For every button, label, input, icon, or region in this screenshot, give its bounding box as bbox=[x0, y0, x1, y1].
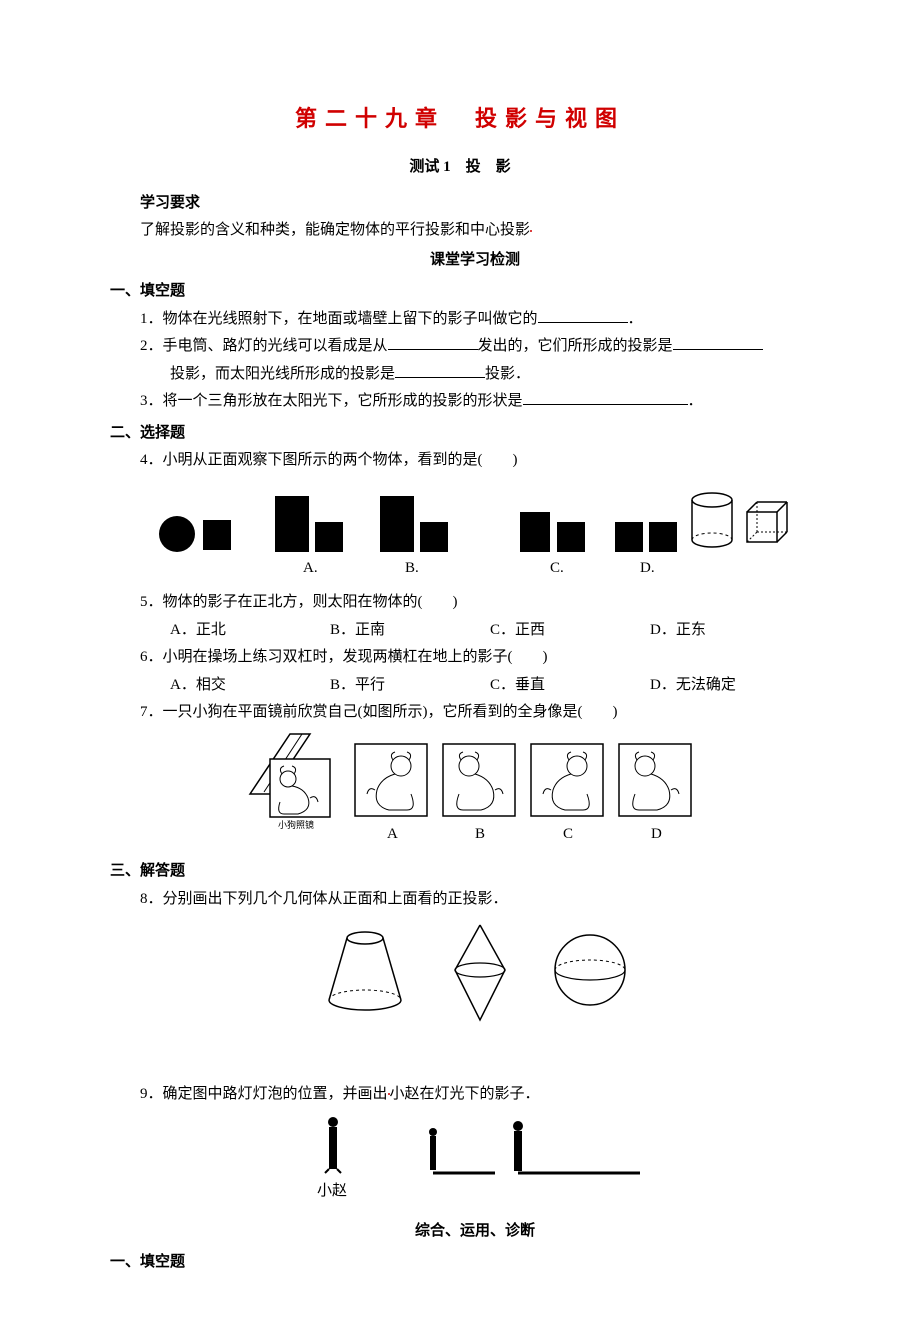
section-fill: 一、填空题 bbox=[110, 279, 810, 305]
q7-label-c: C bbox=[563, 826, 573, 842]
q6-opt-d[interactable]: D．无法确定 bbox=[650, 673, 810, 699]
q2-a: 手电筒、路灯的光线可以看成是从 bbox=[163, 338, 388, 354]
q2-blank1[interactable] bbox=[388, 334, 478, 350]
q7-num: 7． bbox=[140, 704, 163, 720]
q2: 2．手电筒、路灯的光线可以看成是从 发出的，它们所形成的投影是 bbox=[140, 334, 810, 360]
q6-text: 小明在操场上练习双杠时，发现两横杠在地上的影子( ) bbox=[163, 649, 548, 665]
q7: 7．一只小狗在平面镜前欣赏自己(如图所示)，它所看到的全身像是( ) bbox=[140, 700, 810, 726]
q6-options: A．相交 B．平行 C．垂直 D．无法确定 bbox=[170, 673, 810, 699]
synth-heading: 综合、运用、诊断 bbox=[140, 1219, 810, 1245]
classtest-heading: 课堂学习检测 bbox=[140, 248, 810, 274]
q5-num: 5． bbox=[140, 594, 163, 610]
q6-opt-c[interactable]: C．垂直 bbox=[490, 673, 650, 699]
q7-label-d: D bbox=[651, 826, 662, 842]
q7-text: 一只小狗在平面镜前欣赏自己(如图所示)，它所看到的全身像是( ) bbox=[163, 704, 618, 720]
q9-figure: 小赵 bbox=[140, 1115, 810, 1215]
q5-text: 物体的影子在正北方，则太阳在物体的( ) bbox=[163, 594, 458, 610]
q5-opt-b[interactable]: B．正南 bbox=[330, 618, 490, 644]
q8-figure bbox=[140, 920, 810, 1040]
q4-label-c: C. bbox=[550, 560, 564, 576]
q6-opt-a[interactable]: A．相交 bbox=[170, 673, 330, 699]
q6-num: 6． bbox=[140, 649, 163, 665]
q8: 8．分别画出下列几个几何体从正面和上面看的正投影． bbox=[140, 887, 810, 913]
q5-opt-c[interactable]: C．正西 bbox=[490, 618, 650, 644]
q5-opt-d[interactable]: D．正东 bbox=[650, 618, 810, 644]
q3-b: ． bbox=[688, 393, 703, 409]
q2-b: 发出的，它们所形成的投影是 bbox=[478, 338, 673, 354]
q9: 9．确定图中路灯灯泡的位置，并画出小赵在灯光下的影子． bbox=[140, 1082, 810, 1108]
q1-post: ． bbox=[628, 311, 643, 327]
q3-a: 将一个三角形放在太阳光下，它所形成的投影的形状是 bbox=[163, 393, 523, 409]
study-req-label: 学习要求 bbox=[140, 191, 810, 217]
chapter-title: 第二十九章 投影与视图 bbox=[110, 100, 810, 137]
accent-dot bbox=[530, 230, 532, 232]
q2-blank3[interactable] bbox=[395, 362, 485, 378]
q2-c: 投影，而太阳光线所形成的投影是 bbox=[170, 366, 395, 382]
test-subtitle: 测试 1 投 影 bbox=[110, 155, 810, 181]
q9-b: 小赵在灯光下的影子． bbox=[390, 1086, 540, 1102]
q6: 6．小明在操场上练习双杠时，发现两横杠在地上的影子( ) bbox=[140, 645, 810, 671]
q1: 1．物体在光线照射下，在地面或墙壁上留下的影子叫做它的 ． bbox=[140, 307, 810, 333]
q9-caption: 小赵 bbox=[317, 1182, 347, 1199]
section-fill-2: 一、填空题 bbox=[110, 1250, 810, 1276]
q4: 4．小明从正面观察下图所示的两个物体，看到的是( ) bbox=[140, 448, 810, 474]
q2-blank2[interactable] bbox=[673, 334, 763, 350]
q8-num: 8． bbox=[140, 891, 163, 907]
q9-num: 9． bbox=[140, 1086, 163, 1102]
q4-label-a: A. bbox=[303, 560, 318, 576]
q2-line2: 投影，而太阳光线所形成的投影是 投影． bbox=[140, 362, 810, 388]
q4-label-d: D. bbox=[640, 560, 655, 576]
q4-figure: A. B. C. D. bbox=[140, 482, 810, 587]
q3: 3．将一个三角形放在太阳光下，它所形成的投影的形状是 ． bbox=[140, 389, 810, 415]
q2-num: 2． bbox=[140, 338, 163, 354]
q7-label-b: B bbox=[475, 826, 485, 842]
q7-figure: 小狗照镜 bbox=[140, 734, 810, 854]
q3-blank[interactable] bbox=[523, 389, 688, 405]
study-req-text: 了解投影的含义和种类，能确定物体的平行投影和中心投影 bbox=[140, 218, 810, 244]
q9-a: 确定图中路灯灯泡的位置，并画出 bbox=[163, 1086, 388, 1102]
q5: 5．物体的影子在正北方，则太阳在物体的( ) bbox=[140, 590, 810, 616]
q1-blank[interactable] bbox=[538, 307, 628, 323]
q6-opt-b[interactable]: B．平行 bbox=[330, 673, 490, 699]
q7-caption: 小狗照镜 bbox=[278, 819, 314, 830]
q2-d: 投影． bbox=[485, 366, 530, 382]
section-select: 二、选择题 bbox=[110, 421, 810, 447]
section-answer: 三、解答题 bbox=[110, 859, 810, 885]
q4-label-b: B. bbox=[405, 560, 419, 576]
q7-label-a: A bbox=[387, 826, 398, 842]
q3-num: 3． bbox=[140, 393, 163, 409]
q5-options: A．正北 B．正南 C．正西 D．正东 bbox=[170, 618, 810, 644]
q5-opt-a[interactable]: A．正北 bbox=[170, 618, 330, 644]
q8-text: 分别画出下列几个几何体从正面和上面看的正投影． bbox=[163, 891, 508, 907]
q1-pre: 物体在光线照射下，在地面或墙壁上留下的影子叫做它的 bbox=[163, 311, 538, 327]
q4-text: 小明从正面观察下图所示的两个物体，看到的是( ) bbox=[163, 452, 518, 468]
q1-num: 1． bbox=[140, 311, 163, 327]
q4-num: 4． bbox=[140, 452, 163, 468]
